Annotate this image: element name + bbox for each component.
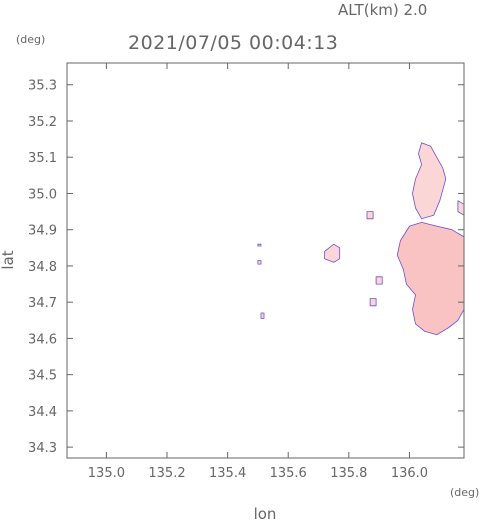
x-tick-label: 135.0 [88,466,125,481]
y-tick-label: 35.1 [28,151,57,166]
echo-region-east-main [396,221,464,336]
x-tick-label: 136.0 [391,466,428,481]
altitude-label: ALT(km) 2.0 [338,1,427,19]
x-unit-label: (deg) [450,486,479,499]
echo-region-east-speck-b [369,298,377,307]
echo-region-east-speck-a [375,276,383,285]
y-tick-label: 35.0 [28,187,57,202]
echo-region-north-small-patch [366,211,374,220]
echo-region-east-edge-patch [457,200,464,216]
y-tick-label: 34.5 [28,369,57,384]
y-axis-label: lat [0,250,17,269]
echo-region-west-speck-c [257,260,262,265]
y-tick-label: 34.4 [28,405,57,420]
echo-region-central-patch [324,243,341,263]
y-tick-label: 34.3 [28,441,57,456]
y-tick-label: 34.7 [28,296,57,311]
y-ticks: 34.3 34.4 34.5 34.6 34.7 34.8 34.9 35.0 35.1 35.2… [28,79,464,456]
x-tick-label: 135.6 [270,466,307,481]
y-tick-label: 35.3 [28,79,57,94]
plot-frame [66,62,465,459]
echo-layer [257,142,464,336]
chart-title: 2021/07/05 00:04:13 [128,32,338,54]
y-unit-label: (deg) [16,33,45,46]
echo-region-west-speck-b [257,243,262,247]
x-tick-label: 135.2 [148,466,185,481]
x-ticks: 135.0 135.2 135.4 135.6 135.8 136.0 [88,63,428,481]
y-tick-label: 34.9 [28,224,57,239]
y-tick-label: 34.8 [28,260,57,275]
echo-region-west-speck-a [260,312,265,319]
y-tick-label: 35.2 [28,115,57,130]
x-tick-label: 135.8 [330,466,367,481]
y-tick-label: 34.6 [28,332,57,347]
echo-region-north-east-band [412,142,447,220]
x-tick-label: 135.4 [209,466,246,481]
x-axis-label: lon [254,505,277,521]
